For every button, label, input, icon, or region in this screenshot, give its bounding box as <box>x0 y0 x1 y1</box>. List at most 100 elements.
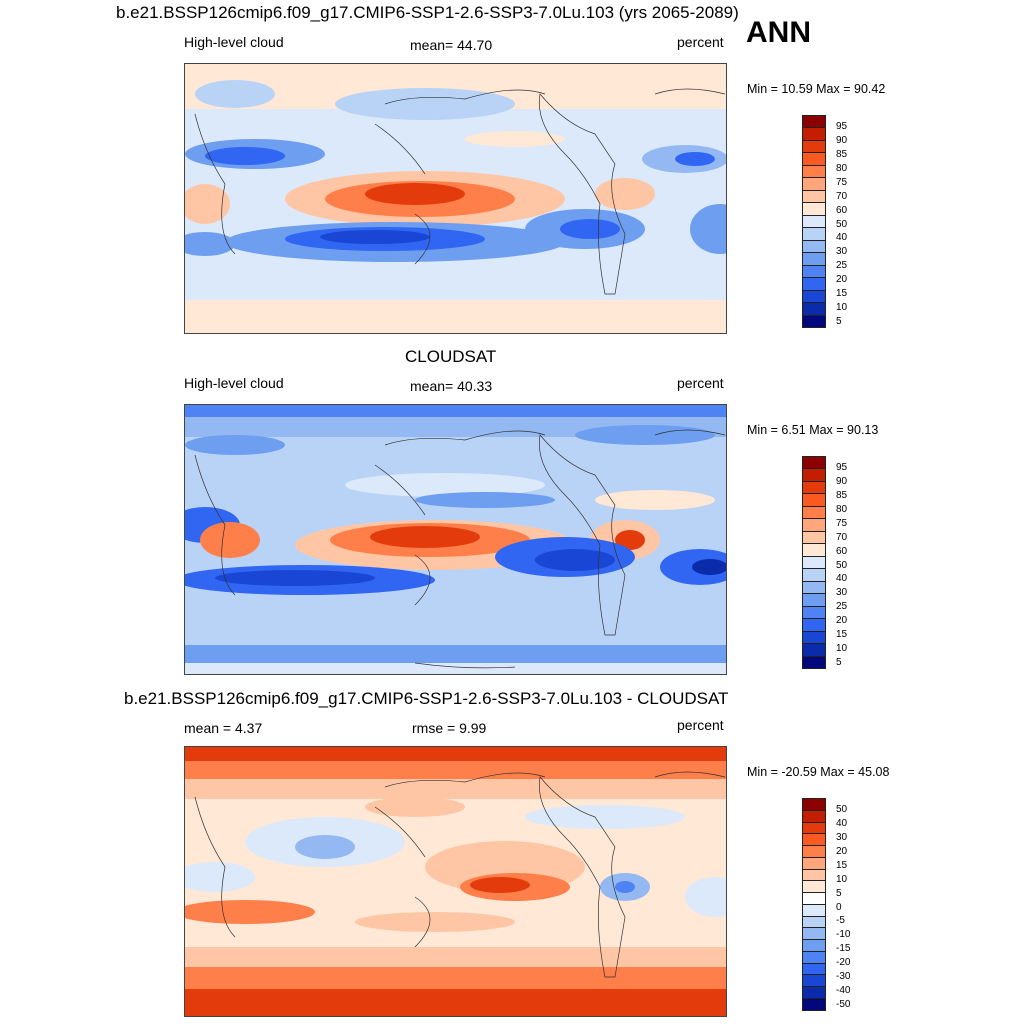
colorbar-tick-label: 40 <box>836 817 848 829</box>
colorbar-swatch <box>802 531 826 545</box>
colorbar-tick-label: 40 <box>836 232 848 244</box>
colorbar-tick-label: 20 <box>836 615 848 627</box>
colorbar-swatch <box>802 215 826 229</box>
colorbar-tick-label: 10 <box>836 302 848 314</box>
colorbar-swatch <box>802 506 826 520</box>
panel-obs-field <box>185 405 726 674</box>
colorbar-swatch <box>802 940 826 952</box>
panel-obs-mean: mean= 40.33 <box>410 378 493 394</box>
colorbar-swatch <box>802 834 826 847</box>
colorbar-tick-label: 95 <box>836 462 848 473</box>
colorbar-tick-label: -15 <box>836 943 851 955</box>
colorbar-swatch <box>802 556 826 570</box>
colorbar-swatch <box>802 581 826 595</box>
colorbar-tick-label: -20 <box>836 957 851 969</box>
colorbar-swatch <box>802 290 826 304</box>
colorbar-swatch <box>802 494 826 507</box>
colorbar-swatch <box>802 846 826 858</box>
panel-diff-field <box>185 747 726 1016</box>
panel-obs-minmax: Min = 6.51 Max = 90.13 <box>747 423 879 437</box>
panel-diff-units: percent <box>677 717 724 733</box>
panel-diff-colorbar <box>802 798 826 1011</box>
colorbar-swatch <box>802 916 826 929</box>
colorbar-tick-label: -40 <box>836 985 851 997</box>
colorbar-swatch <box>802 631 826 645</box>
colorbar-swatch <box>802 240 826 254</box>
colorbar-tick-label: 10 <box>836 643 848 655</box>
panel-diff-title: b.e21.BSSP126cmip6.f09_g17.CMIP6-SSP1-2.… <box>124 689 729 708</box>
panel-diff-rmse: rmse = 9.99 <box>412 720 487 736</box>
colorbar-swatch <box>802 165 826 179</box>
colorbar-tick-label: 90 <box>836 134 848 146</box>
colorbar-swatch <box>802 519 826 532</box>
colorbar-tick-label: -50 <box>836 999 851 1011</box>
panel-model-minmax: Min = 10.59 Max = 90.42 <box>747 82 886 96</box>
colorbar-swatch <box>802 963 826 976</box>
colorbar-tick-label: 50 <box>836 218 848 230</box>
colorbar-tick-label: 75 <box>836 176 848 188</box>
colorbar-swatch <box>802 619 826 632</box>
colorbar-tick-label: 60 <box>836 204 848 216</box>
colorbar-tick-label: 70 <box>836 531 848 543</box>
colorbar-swatch <box>802 822 826 835</box>
colorbar-swatch <box>802 303 826 316</box>
panel-obs-title: CLOUDSAT <box>405 347 497 366</box>
colorbar-swatch <box>802 153 826 166</box>
colorbar-swatch <box>802 178 826 191</box>
colorbar-swatch <box>802 278 826 291</box>
colorbar-swatch <box>802 881 826 894</box>
panel-model-left-label: High-level cloud <box>184 34 284 50</box>
colorbar-tick-label: 15 <box>836 288 848 300</box>
colorbar-swatch <box>802 893 826 905</box>
colorbar-tick-label: 5 <box>836 887 842 899</box>
colorbar-tick-label: 50 <box>836 559 848 571</box>
colorbar-tick-label: 15 <box>836 629 848 641</box>
panel-model-map <box>184 63 727 334</box>
panel-diff-map <box>184 746 727 1017</box>
colorbar-tick-label: 15 <box>836 859 848 871</box>
colorbar-swatch <box>802 644 826 657</box>
colorbar-swatch <box>802 869 826 882</box>
colorbar-swatch <box>802 140 826 154</box>
colorbar-tick-label: 40 <box>836 573 848 585</box>
colorbar-tick-label: 80 <box>836 162 848 174</box>
colorbar-swatch <box>802 544 826 557</box>
colorbar-swatch <box>802 128 826 141</box>
colorbar-tick-label: 30 <box>836 246 848 258</box>
colorbar-swatch <box>802 975 826 988</box>
colorbar-tick-label: 75 <box>836 517 848 529</box>
colorbar-swatch <box>802 606 826 620</box>
colorbar-swatch <box>802 928 826 941</box>
colorbar-tick-label: 85 <box>836 489 848 501</box>
panel-obs-map <box>184 404 727 675</box>
colorbar-swatch <box>802 951 826 964</box>
colorbar-tick-label: 30 <box>836 831 848 843</box>
colorbar-swatch <box>802 857 826 870</box>
panel-model-mean: mean= 44.70 <box>410 37 493 53</box>
colorbar-swatch <box>802 569 826 582</box>
colorbar-swatch <box>802 228 826 241</box>
colorbar-swatch <box>802 798 826 811</box>
colorbar-swatch <box>802 481 826 495</box>
colorbar-tick-label: 70 <box>836 190 848 202</box>
panel-model-units: percent <box>677 34 724 50</box>
colorbar-tick-label: 25 <box>836 601 848 613</box>
colorbar-swatch <box>802 115 826 129</box>
colorbar-tick-label: -30 <box>836 971 851 983</box>
colorbar-tick-label: 20 <box>836 274 848 286</box>
colorbar-tick-label: 90 <box>836 475 848 487</box>
panel-diff-minmax: Min = -20.59 Max = 45.08 <box>747 765 890 779</box>
colorbar-tick-label: 5 <box>836 316 842 328</box>
colorbar-tick-label: 0 <box>836 901 842 913</box>
panel-obs-left-label: High-level cloud <box>184 375 284 391</box>
colorbar-tick-label: 5 <box>836 657 842 669</box>
colorbar-swatch <box>802 987 826 1000</box>
colorbar-swatch <box>802 810 826 823</box>
panel-diff-mean: mean = 4.37 <box>184 720 263 736</box>
panel-obs-colorbar <box>802 456 826 669</box>
colorbar-tick-label: 95 <box>836 121 848 132</box>
colorbar-swatch <box>802 203 826 216</box>
colorbar-tick-label: 20 <box>836 845 848 857</box>
colorbar-tick-label: 80 <box>836 503 848 515</box>
colorbar-swatch <box>802 904 826 917</box>
